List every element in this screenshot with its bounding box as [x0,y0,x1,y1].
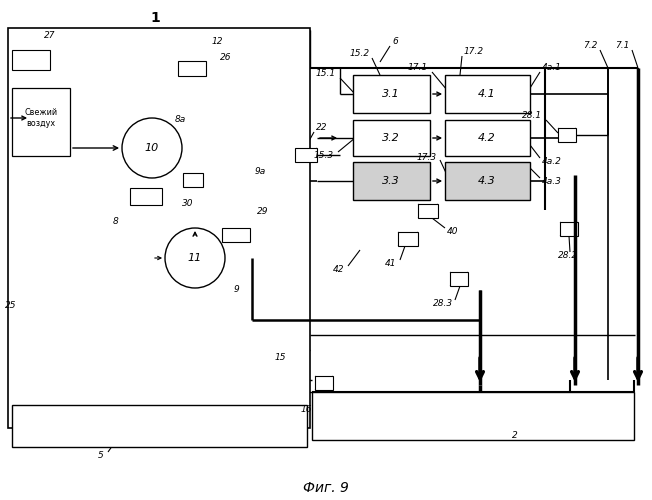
Text: 4.2: 4.2 [478,133,496,143]
Bar [353,75,430,113]
Text: 15.3: 15.3 [314,152,334,160]
Text: Фиг. 9: Фиг. 9 [303,481,349,495]
Text: 2: 2 [512,432,518,440]
Text: 29: 29 [257,208,269,216]
Bar [312,392,634,440]
Bar [418,204,438,218]
Bar [398,232,418,246]
Text: 5: 5 [98,452,104,460]
Bar [315,376,333,390]
Text: 40: 40 [447,228,458,236]
Text: 4a.3: 4a.3 [542,178,562,186]
Text: 3.3: 3.3 [382,176,400,186]
Text: 28.1: 28.1 [522,112,542,120]
Bar [450,272,468,286]
Text: 7.2: 7.2 [584,42,598,50]
Text: 4.1: 4.1 [478,89,496,99]
Text: 22: 22 [316,124,327,132]
Bar [222,228,250,242]
Text: 25: 25 [5,302,16,310]
Bar [445,162,530,200]
Bar [183,173,203,187]
Text: 6: 6 [392,38,398,46]
Text: 8a: 8a [175,116,186,124]
Text: 4.3: 4.3 [478,176,496,186]
Bar [12,405,307,447]
Text: 15: 15 [274,354,286,362]
Text: 1: 1 [150,11,160,25]
Bar [12,50,50,70]
Text: 9a: 9a [255,168,266,176]
Text: 15.1: 15.1 [316,70,336,78]
Bar [8,28,310,428]
Bar [558,128,576,142]
Text: 11: 11 [188,253,202,263]
Bar [445,75,530,113]
Text: 4a.2: 4a.2 [542,158,562,166]
Text: 3.2: 3.2 [382,133,400,143]
Text: Свежий
воздух: Свежий воздух [24,108,57,128]
Text: 26: 26 [220,54,231,62]
Circle shape [122,118,182,178]
Text: 28.2: 28.2 [558,252,578,260]
Text: 41: 41 [385,260,396,268]
Bar [130,188,162,205]
Text: 42: 42 [333,266,344,274]
Text: 4a.1: 4a.1 [542,64,562,72]
Text: 9: 9 [234,284,240,294]
Text: 8: 8 [112,216,118,226]
Text: 10: 10 [145,143,159,153]
Text: 17.3: 17.3 [417,152,437,162]
Text: 16: 16 [301,406,312,414]
Bar [178,61,206,76]
Text: 17.2: 17.2 [464,48,484,56]
Bar [445,120,530,156]
Text: 30: 30 [183,200,194,208]
Text: 27: 27 [44,32,55,40]
Text: 28.3: 28.3 [433,300,453,308]
Bar [353,162,430,200]
Text: 7.1: 7.1 [615,42,630,50]
Bar [560,222,578,236]
Bar [353,120,430,156]
Text: 17.1: 17.1 [408,64,428,72]
Text: 3.1: 3.1 [382,89,400,99]
Bar [295,148,317,162]
Bar [12,88,70,156]
Text: 12: 12 [212,38,224,46]
Text: 15.2: 15.2 [350,50,370,58]
Circle shape [165,228,225,288]
